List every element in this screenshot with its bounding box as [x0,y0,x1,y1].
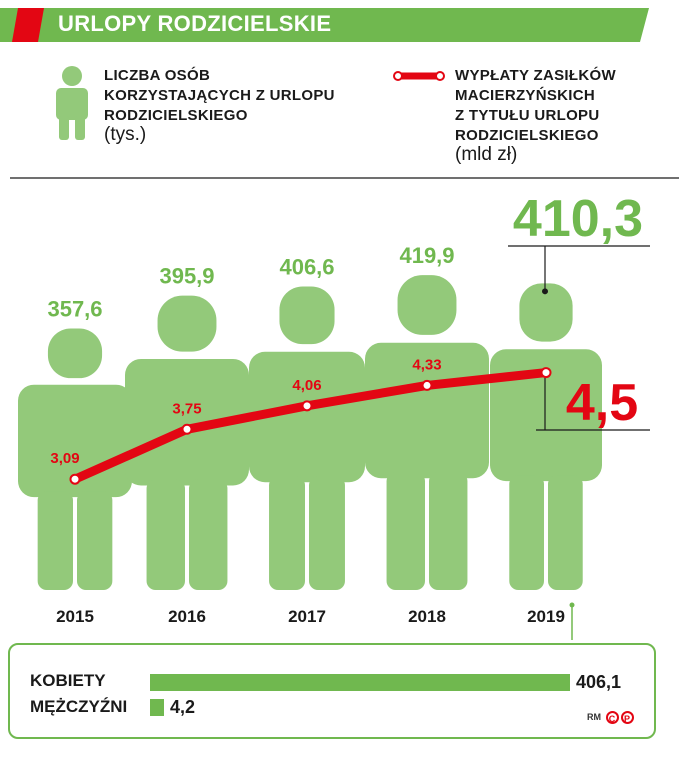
person-right-leg [548,475,583,590]
payment-value-2017: 4,06 [292,377,321,394]
people-2019-leader-dot [542,288,548,295]
women-value: 406,1 [576,672,622,692]
payment-value-2019: 4,5 [566,374,638,432]
payments-legend-unit: (mld zł) [455,144,518,165]
payments-legend-line4: RODZICIELSKIEGO [455,127,599,144]
payment-value-2018: 4,33 [412,356,441,373]
people-legend-unit: (tys.) [104,124,147,145]
payment-value-2016: 3,75 [172,400,201,417]
people-value-2018: 419,9 [399,243,454,268]
person-right-leg [189,479,228,590]
payments-legend-line2: MACIERZYŃSKICH [455,87,596,104]
year-label-2018: 2018 [408,607,446,626]
main-chart: 2015 357,6 2016 395,9 2017 406,6 2018 419,9 2019… [18,190,650,640]
person-head [157,295,217,352]
person-head [397,275,457,335]
people-value-2019: 410,3 [513,190,643,248]
year-label-2019: 2019 [527,607,565,626]
person-body [249,351,365,483]
person-left-leg [509,475,544,590]
chart-title: URLOPY RODZICIELSKIE [58,11,332,36]
year-label-2017: 2017 [288,607,326,626]
person-body [125,358,249,486]
women-bar [150,674,570,691]
payments-legend-line1: WYPŁATY ZASIŁKÓW [455,67,616,84]
payments-legend-line3: Z TYTUŁU URLOPU [455,107,600,124]
person-left-leg [269,476,305,590]
copyright-icon: C [605,711,619,724]
credit-initials: RM [587,711,601,722]
person-head [519,283,573,342]
title-banner [0,8,649,42]
gender-breakdown-box [8,643,656,739]
people-legend-line1: LICZBA OSÓB [104,67,211,84]
person-head [279,286,335,345]
payment-point-2018 [421,379,433,391]
payment-value-2015: 3,09 [50,450,79,467]
people-value-2015: 357,6 [47,296,102,321]
legend-icons [10,66,679,179]
payment-point-2017 [301,400,313,412]
person-figure-2017 [249,286,365,590]
person-left-leg [37,491,73,590]
person-right-leg [429,472,468,590]
line-legend-icon [393,71,445,81]
publisher-logo-icon: P [620,711,634,724]
person-head [47,328,103,379]
person-body [365,342,489,479]
payment-point-2015 [69,473,81,485]
men-value: 4,2 [170,697,196,717]
men-label: MĘŻCZYŹNI [30,697,128,716]
gender-connector-dot [569,602,575,608]
year-label-2016: 2016 [168,607,206,626]
payment-point-2016 [181,423,193,435]
person-figure-2016 [125,295,249,590]
people-value-2016: 395,9 [159,264,214,289]
person-right-leg [309,476,345,590]
person-left-leg [386,472,425,590]
person-figure-2019 [490,283,602,590]
payment-point-2019 [540,367,552,379]
person-right-leg [77,491,113,590]
person-left-leg [146,479,185,590]
people-value-2017: 406,6 [279,254,334,279]
year-label-2015: 2015 [56,607,94,626]
women-label: KOBIETY [30,671,106,690]
person-body [490,349,602,482]
person-icon [56,66,88,140]
people-legend-line3: RODZICIELSKIEGO [104,107,248,124]
men-bar [150,699,164,716]
person-figure-2018 [365,275,489,590]
people-legend-line2: KORZYSTAJĄCYCH Z URLOPU [104,87,335,104]
